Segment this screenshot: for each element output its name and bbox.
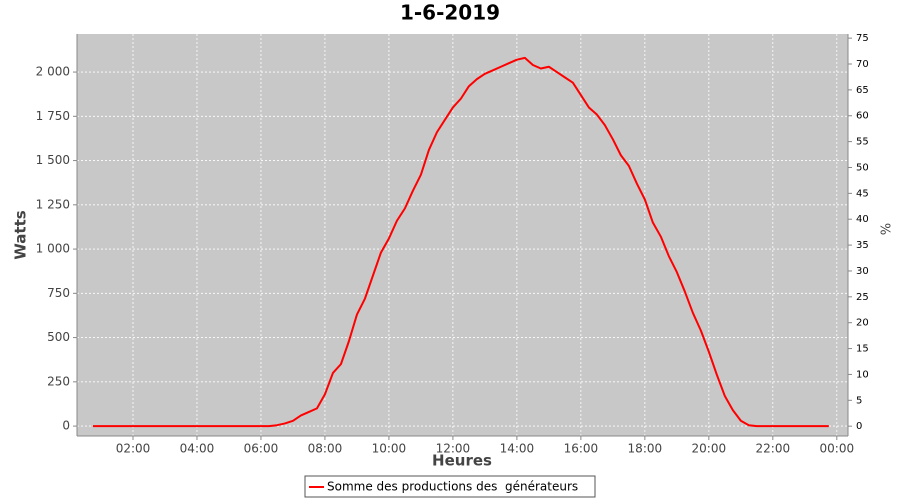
y-tick-label: 750 (47, 286, 70, 300)
x-tick-label: 20:00 (692, 442, 727, 456)
y2-tick-label: 0 (856, 421, 862, 432)
chart-title: 1-6-2019 (400, 1, 500, 25)
y2-axis-label: % (877, 223, 892, 235)
x-tick-label: 12:00 (436, 442, 471, 456)
x-tick-label: 16:00 (564, 442, 599, 456)
legend (304, 475, 596, 498)
data-line (93, 56, 829, 428)
y2-tick-label: 55 (856, 137, 869, 148)
y2-tick-label: 45 (856, 188, 869, 199)
plot-area (77, 34, 848, 436)
y-tick-label: 0 (62, 419, 70, 433)
y2-tick-label: 5 (856, 395, 862, 406)
x-tick-label: 00:00 (820, 442, 855, 456)
y2-tick-label: 60 (856, 111, 869, 122)
x-tick-label: 04:00 (180, 442, 215, 456)
y2-tick-label: 70 (856, 59, 869, 70)
y-tick-label: 500 (47, 330, 70, 344)
y2-tick-label: 15 (856, 344, 869, 355)
y-tick-label: 1 000 (36, 242, 70, 256)
x-tick-label: 08:00 (308, 442, 343, 456)
y2-tick-label: 10 (856, 369, 869, 380)
y-tick-label: 1 750 (36, 109, 70, 123)
y-tick-label: 250 (47, 374, 70, 388)
y-tick-label: 2 000 (36, 65, 70, 79)
y2-tick-label: 35 (856, 240, 869, 251)
y2-tick-label: 75 (856, 33, 869, 44)
y-tick-label: 1 500 (36, 153, 70, 167)
x-tick-label: 06:00 (244, 442, 279, 456)
y2-tick-label: 25 (856, 292, 869, 303)
x-tick-label: 14:00 (500, 442, 535, 456)
x-tick-label: 02:00 (116, 442, 151, 456)
y-axis-label: Watts (12, 210, 30, 259)
y2-tick-label: 20 (856, 318, 869, 329)
x-axis-label: Heures (432, 452, 492, 470)
y-tick-label: 1 250 (36, 197, 70, 211)
x-tick-label: 22:00 (756, 442, 791, 456)
y2-tick-label: 65 (856, 85, 869, 96)
legend-label: Somme des productions des générateurs (327, 480, 578, 494)
y2-tick-label: 50 (856, 162, 869, 173)
x-tick-label: 10:00 (372, 442, 407, 456)
x-tick-label: 18:00 (628, 442, 663, 456)
y2-tick-label: 30 (856, 266, 869, 277)
y2-tick-label: 40 (856, 214, 869, 225)
